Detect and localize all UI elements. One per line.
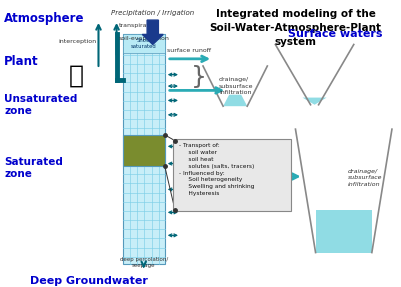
Text: - Transport of:
     soil water
     soil heat
     solutes (salts, tracers)
- I: - Transport of: soil water soil heat sol… bbox=[178, 144, 254, 196]
Text: 🌼: 🌼 bbox=[69, 64, 84, 88]
Text: Surface waters: Surface waters bbox=[288, 30, 382, 39]
Bar bbox=[122, 34, 164, 53]
Text: Precipitation / Irrigation: Precipitation / Irrigation bbox=[111, 10, 194, 16]
Text: }: } bbox=[190, 65, 207, 90]
Bar bbox=[122, 135, 164, 166]
Text: soil-evaporation: soil-evaporation bbox=[118, 36, 169, 41]
Text: Unsaturated
zone: Unsaturated zone bbox=[4, 94, 77, 116]
Text: drainage/
subsurface
infiltration: drainage/ subsurface infiltration bbox=[347, 169, 381, 187]
Text: Deep Groundwater: Deep Groundwater bbox=[29, 276, 147, 286]
Text: deep percolation/
seepage: deep percolation/ seepage bbox=[119, 257, 168, 268]
Text: Atmosphere: Atmosphere bbox=[4, 12, 84, 25]
Text: Plant: Plant bbox=[4, 55, 38, 68]
Polygon shape bbox=[315, 210, 371, 253]
FancyArrow shape bbox=[142, 20, 163, 44]
Text: }: } bbox=[271, 162, 290, 191]
Polygon shape bbox=[302, 98, 326, 105]
Text: surface runoff: surface runoff bbox=[166, 48, 211, 53]
Text: Snow
saturated: Snow saturated bbox=[130, 38, 156, 49]
Text: Saturated
zone: Saturated zone bbox=[4, 157, 63, 179]
Polygon shape bbox=[223, 95, 247, 106]
Text: transpiration: transpiration bbox=[118, 23, 159, 28]
Bar bbox=[122, 34, 164, 264]
Text: drainage/
subsurface
infiltration: drainage/ subsurface infiltration bbox=[219, 77, 253, 95]
FancyBboxPatch shape bbox=[172, 139, 291, 211]
Text: interception: interception bbox=[58, 39, 96, 44]
Text: Integrated modeling of the
Soil-Water-Atmosphere-Plant
system: Integrated modeling of the Soil-Water-At… bbox=[209, 9, 381, 46]
